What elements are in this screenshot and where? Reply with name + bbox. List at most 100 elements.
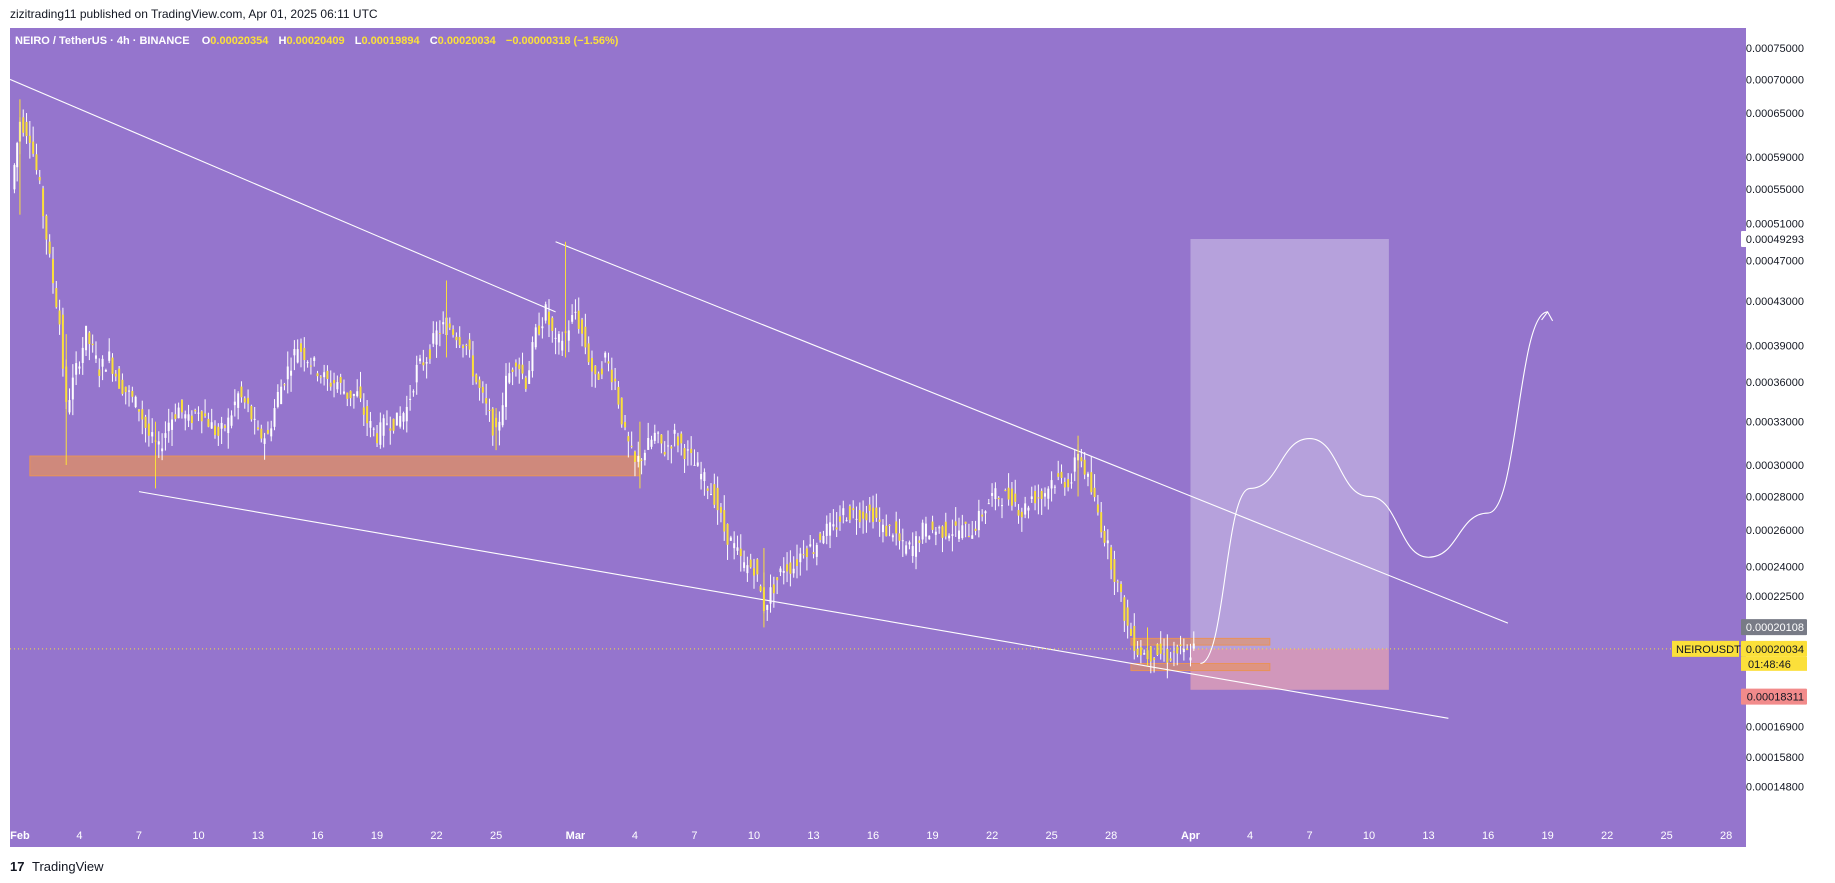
candle-body bbox=[194, 410, 197, 412]
candle-body bbox=[1136, 648, 1139, 655]
candle-body bbox=[309, 365, 312, 367]
candle-body bbox=[749, 559, 752, 568]
legend-high: 0.00020409 bbox=[286, 35, 345, 47]
candle-body bbox=[1080, 457, 1083, 462]
candle-body bbox=[700, 473, 703, 480]
candle-body bbox=[643, 452, 646, 461]
candle-body bbox=[610, 369, 613, 383]
candle-body bbox=[792, 568, 795, 574]
candle-body bbox=[438, 332, 441, 335]
candle-body bbox=[713, 484, 716, 505]
candle-body bbox=[640, 459, 643, 461]
lower-trendline bbox=[138, 491, 1449, 719]
candle-body bbox=[842, 508, 845, 516]
candle-body bbox=[462, 345, 465, 348]
candle-body bbox=[934, 531, 937, 535]
candle-body bbox=[911, 546, 914, 557]
x-tick-label: 19 bbox=[1541, 830, 1553, 842]
candle-body bbox=[243, 398, 246, 403]
candle-body bbox=[647, 438, 650, 450]
candle-body bbox=[134, 396, 137, 408]
candle-body bbox=[772, 584, 775, 594]
candle-body bbox=[812, 552, 815, 554]
x-tick-label: 10 bbox=[192, 830, 204, 842]
candle-body bbox=[719, 507, 722, 513]
publisher-line: zizitrading11 published on TradingView.c… bbox=[10, 7, 378, 21]
candle-body bbox=[977, 510, 980, 531]
candle-body bbox=[958, 530, 961, 539]
candle-body bbox=[1043, 493, 1046, 497]
x-tick-label: 19 bbox=[371, 830, 383, 842]
candle-body bbox=[1034, 490, 1037, 504]
candle-body bbox=[1020, 511, 1023, 518]
candle-body bbox=[144, 416, 147, 428]
candle-body bbox=[620, 397, 623, 425]
candle-body bbox=[111, 357, 114, 374]
candle-body bbox=[78, 366, 81, 369]
x-tick-label: 4 bbox=[1247, 830, 1253, 842]
candle-body bbox=[508, 373, 511, 383]
candle-body bbox=[1186, 648, 1189, 651]
candle-body bbox=[1010, 488, 1013, 506]
candle-body bbox=[98, 369, 101, 376]
legend-open-label: O bbox=[201, 35, 211, 47]
candle-body bbox=[739, 548, 742, 557]
candle-body bbox=[1014, 493, 1017, 502]
candle-body bbox=[518, 364, 521, 370]
chart-area[interactable]: Feb 4 7 10 13 16 19 22 25 Mar 4 7 10 13 16 19 22 25 28 Apr 4… bbox=[10, 28, 1746, 847]
candle-body bbox=[809, 544, 812, 547]
candle-body bbox=[795, 559, 798, 566]
candle-body bbox=[1050, 480, 1053, 489]
x-tick-label: 22 bbox=[1601, 830, 1613, 842]
candle-body bbox=[617, 386, 620, 405]
candle-body bbox=[1063, 481, 1066, 488]
legend-low-label: L bbox=[354, 35, 362, 47]
candle-body bbox=[521, 364, 524, 374]
candle-body bbox=[376, 433, 379, 444]
candle-body bbox=[547, 311, 550, 325]
candle-body bbox=[1110, 547, 1113, 570]
candle-body bbox=[389, 428, 392, 431]
x-tick-label: 7 bbox=[691, 830, 697, 842]
candle-body bbox=[455, 336, 458, 341]
candle-body bbox=[1163, 653, 1166, 655]
footer-bar: 17 TradingView bbox=[0, 847, 1835, 883]
candle-body bbox=[425, 362, 428, 364]
x-tick-label: 13 bbox=[252, 830, 264, 842]
candle-body bbox=[342, 391, 345, 394]
candle-body bbox=[22, 117, 25, 133]
candle-body bbox=[1129, 628, 1132, 636]
candle-body bbox=[395, 412, 398, 426]
candle-body bbox=[220, 422, 223, 429]
candle-body bbox=[541, 326, 544, 329]
candle-body bbox=[372, 428, 375, 430]
candle-body bbox=[280, 386, 283, 405]
candle-body bbox=[131, 390, 134, 397]
candle-body bbox=[184, 414, 187, 419]
candle-body bbox=[825, 523, 828, 536]
candle-body bbox=[214, 425, 217, 436]
candle-body bbox=[491, 408, 494, 436]
candle-body bbox=[1030, 496, 1033, 500]
candle-body bbox=[1126, 607, 1129, 626]
x-tick-label: 25 bbox=[1045, 830, 1057, 842]
candle-body bbox=[1037, 497, 1040, 499]
candle-body bbox=[1133, 625, 1136, 651]
support-zone bbox=[29, 455, 641, 477]
chart-pane[interactable]: Feb 4 7 10 13 16 19 22 25 Mar 4 7 10 13 16 19 22 25 28 Apr 4… bbox=[10, 28, 1746, 847]
footer-brand: TradingView bbox=[32, 859, 104, 874]
tradingview-logo-icon: 17 bbox=[10, 859, 25, 874]
candle-body bbox=[567, 330, 570, 341]
candle-body bbox=[58, 310, 61, 325]
candle-body bbox=[448, 323, 451, 328]
candle-body bbox=[293, 349, 296, 356]
candle-body bbox=[577, 310, 580, 329]
candle-body bbox=[967, 536, 970, 538]
candle-body bbox=[28, 135, 31, 143]
candle-body bbox=[845, 520, 848, 522]
x-tick-label: 4 bbox=[632, 830, 638, 842]
candle-body bbox=[204, 413, 207, 417]
candle-body bbox=[1156, 644, 1159, 656]
candle-body bbox=[686, 449, 689, 451]
x-tick-label: 13 bbox=[807, 830, 819, 842]
